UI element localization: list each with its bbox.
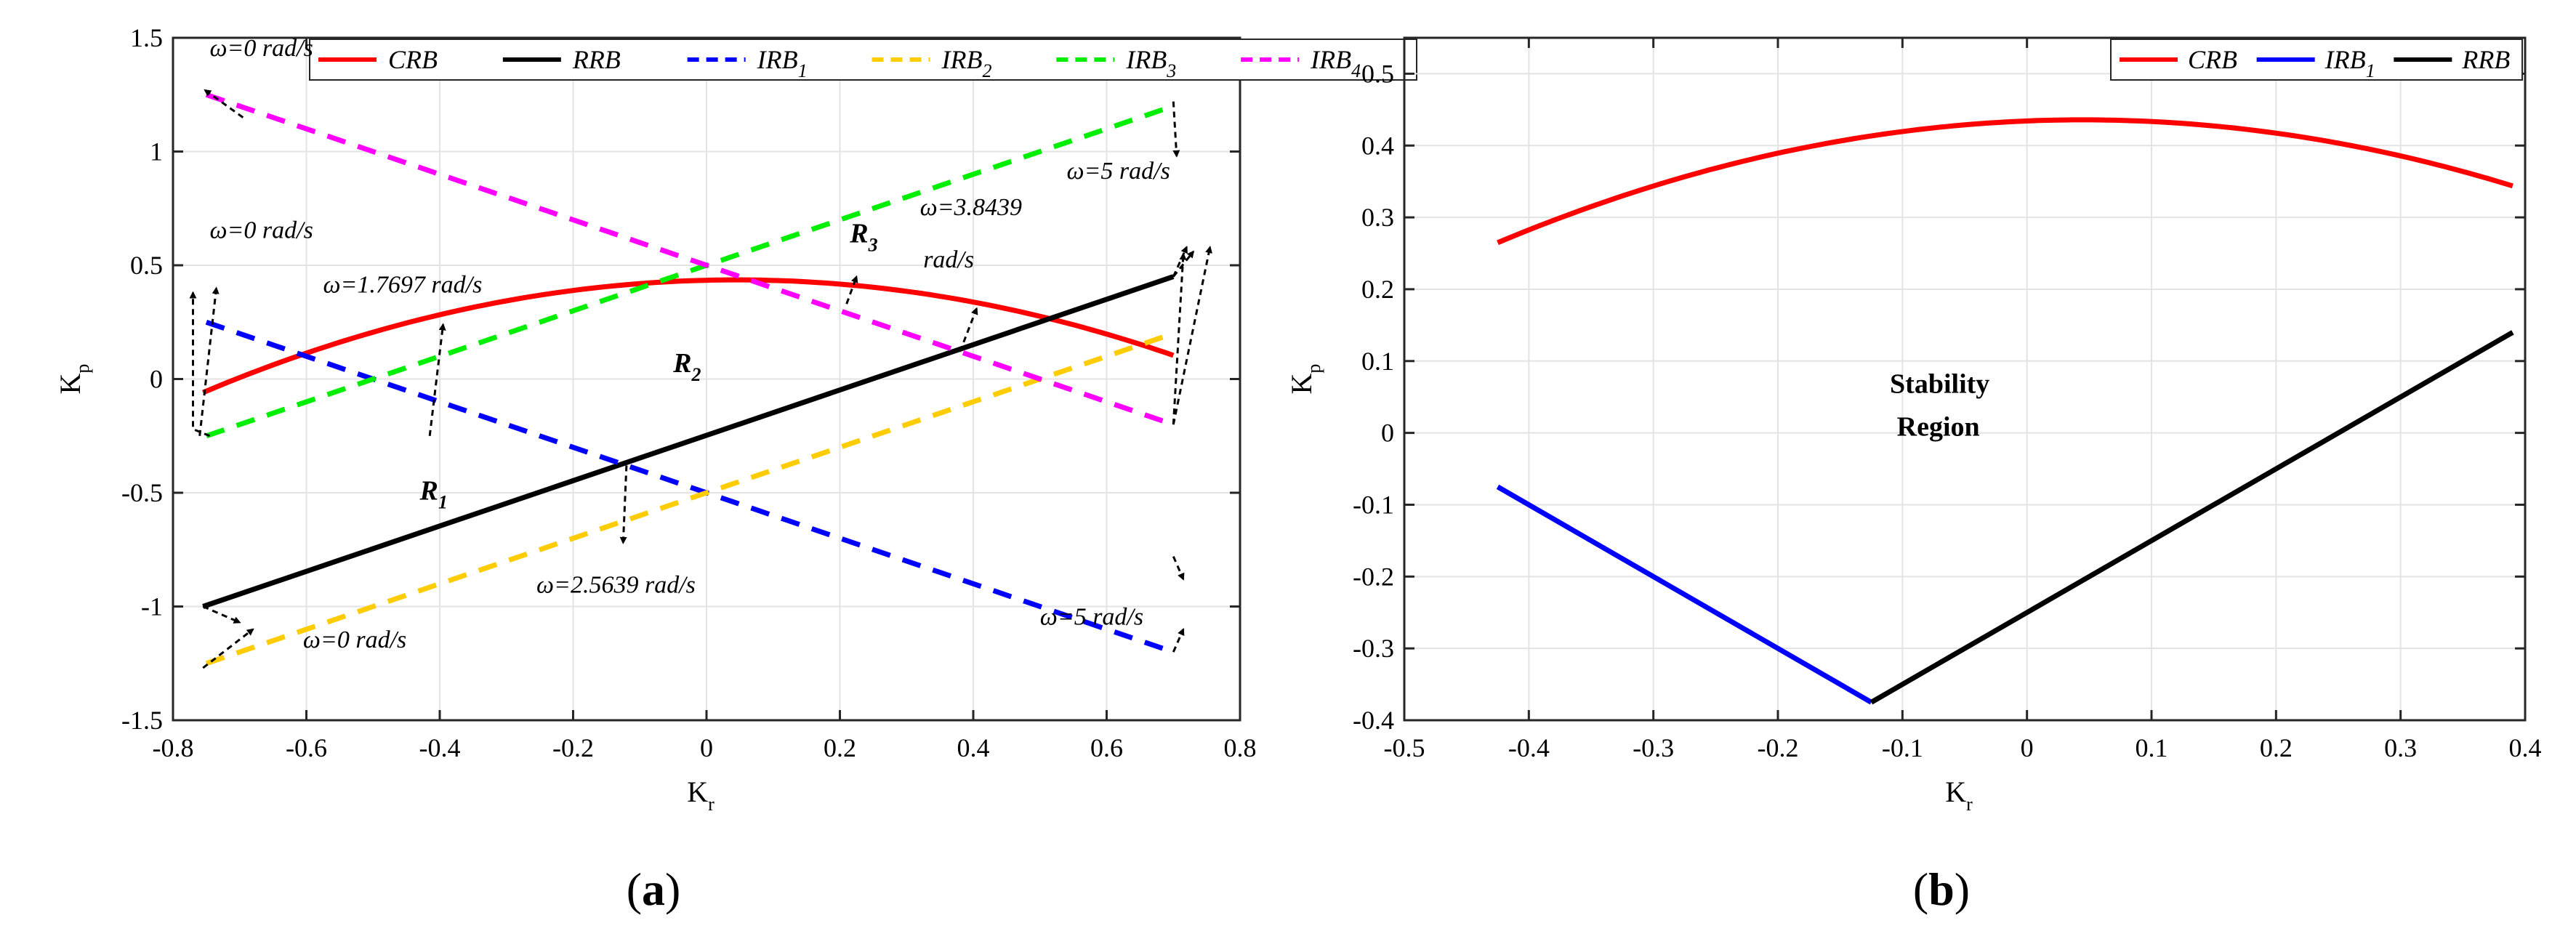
series-line-irb1 xyxy=(205,319,1175,655)
y-tick-label: 0 xyxy=(150,365,163,394)
annotation-arrow xyxy=(1172,250,1195,278)
x-tick-label: 0.4 xyxy=(957,733,990,762)
panel-caption: (b) xyxy=(1913,863,1970,915)
annotation-label: ω=0 rad/s xyxy=(209,35,313,62)
x-tick-label: 0.2 xyxy=(2260,733,2293,762)
legend-label: CRB xyxy=(2188,45,2237,74)
y-tick-label: 0.1 xyxy=(1361,347,1394,376)
annotation-arrow xyxy=(1172,246,1188,278)
x-tick-label: 0 xyxy=(700,733,713,762)
y-tick-label: -0.3 xyxy=(1353,634,1394,663)
y-tick-label: 0.2 xyxy=(1361,275,1394,304)
axes-box xyxy=(1403,36,2527,722)
annotation-arrow xyxy=(428,323,446,436)
annotation-arrow xyxy=(202,628,254,669)
y-tick-label: -0.2 xyxy=(1353,562,1394,591)
stability-region-label: Stability xyxy=(1890,368,1989,399)
x-tick-label: -0.5 xyxy=(1384,733,1425,762)
annotation-label: ω=0 rad/s xyxy=(209,217,313,243)
x-tick-label: -0.3 xyxy=(1633,733,1674,762)
y-axis-label-group: Kp xyxy=(1285,364,1324,395)
x-tick-label: 0.1 xyxy=(2136,733,2168,762)
annotation-label: ω=2.5639 rad/s xyxy=(536,572,696,599)
legend-label: RRB xyxy=(572,45,621,74)
legend-box xyxy=(309,39,1417,81)
y-axis-label: Kp xyxy=(1285,364,1324,395)
x-tick-label: 0.2 xyxy=(824,733,856,762)
series-line-irb1 xyxy=(1496,484,1873,705)
chart-panel-b: -0.5 -0.4 -0.3 -0.2 -0.1 0 0.1 0.2 0.3 0.4-0.4-0.… xyxy=(1285,36,2542,915)
y-tick-label: -0.5 xyxy=(121,478,163,507)
series-line-irb2 xyxy=(205,331,1175,666)
annotation-arrow xyxy=(1172,246,1212,425)
series-line-irb4 xyxy=(205,92,1175,427)
annotation-label: ω=5 rad/s xyxy=(1066,158,1170,185)
x-tick-label: 0.6 xyxy=(1090,733,1123,762)
x-tick-label: -0.6 xyxy=(286,733,327,762)
y-tick-label: 0.3 xyxy=(1361,203,1394,232)
annotation-arrow xyxy=(198,286,220,436)
annotation-arrow xyxy=(1172,627,1185,653)
y-tick-label: 0 xyxy=(1381,419,1394,448)
y-tick-label: -0.4 xyxy=(1353,706,1394,735)
annotation-arrow xyxy=(619,465,628,544)
annotation-arrow xyxy=(1172,101,1180,158)
region-label: R1 xyxy=(419,475,447,512)
y-tick-label: 0.4 xyxy=(1361,131,1394,160)
annotation-label: ω=0 rad/s xyxy=(303,626,406,653)
panel-caption: (a) xyxy=(627,863,681,915)
x-tick-label: 0.3 xyxy=(2384,733,2417,762)
y-tick-label: 1.5 xyxy=(130,23,163,52)
y-tick-label: 0.5 xyxy=(130,251,163,280)
legend-label: RRB xyxy=(2461,45,2510,74)
annotation-label: ω=1.7697 rad/s xyxy=(323,272,482,299)
region-label: R3 xyxy=(849,219,877,256)
y-tick-label: 1 xyxy=(150,137,163,166)
series-line-crb xyxy=(201,277,1175,395)
legend-label: CRB xyxy=(388,45,438,74)
y-tick-label: -1.5 xyxy=(121,706,163,735)
annotation-label: ω=5 rad/s xyxy=(1040,604,1143,631)
y-tick-label: 0.5 xyxy=(1361,59,1394,88)
x-tick-label: -0.4 xyxy=(419,733,461,762)
x-axis-label: Kr xyxy=(1945,775,1973,815)
x-tick-label: -0.8 xyxy=(153,733,194,762)
x-tick-label: 0.4 xyxy=(2509,733,2542,762)
x-tick-label: -0.2 xyxy=(552,733,594,762)
stability-region-label: Region xyxy=(1897,412,1980,443)
annotation-arrow xyxy=(202,605,241,624)
y-tick-label: -0.1 xyxy=(1353,490,1394,519)
series-line-crb xyxy=(1497,117,2513,246)
annotation-arrow xyxy=(959,307,978,352)
chart-panel-a: -0.8 -0.6 -0.4 -0.2 0 0.2 0.4 0.6 0.8 -1.5 -1 -0.5 0… xyxy=(54,23,1417,915)
annotation-arrow xyxy=(204,89,244,118)
annotation-label: ω=3.8439 xyxy=(920,194,1022,221)
y-axis-label-group: Kp xyxy=(54,364,93,395)
series-line-rrb xyxy=(202,274,1175,609)
annotation-arrow xyxy=(1172,252,1187,425)
annotation-label: rad/s xyxy=(923,246,974,273)
legend-box xyxy=(2110,39,2523,81)
y-tick-label: -1 xyxy=(141,592,163,621)
x-tick-label: 0 xyxy=(2021,733,2034,762)
series-line-rrb xyxy=(1869,330,2514,705)
x-tick-label: 0.8 xyxy=(1224,733,1257,762)
y-axis-label: Kp xyxy=(54,364,93,395)
annotation-arrow xyxy=(1172,555,1185,581)
x-tick-label: -0.2 xyxy=(1758,733,1799,762)
series-line-irb3 xyxy=(205,103,1175,439)
annotation-arrow xyxy=(845,275,858,305)
x-tick-label: -0.1 xyxy=(1882,733,1923,762)
x-tick-label: -0.4 xyxy=(1508,733,1550,762)
x-axis-label: Kr xyxy=(687,775,715,815)
